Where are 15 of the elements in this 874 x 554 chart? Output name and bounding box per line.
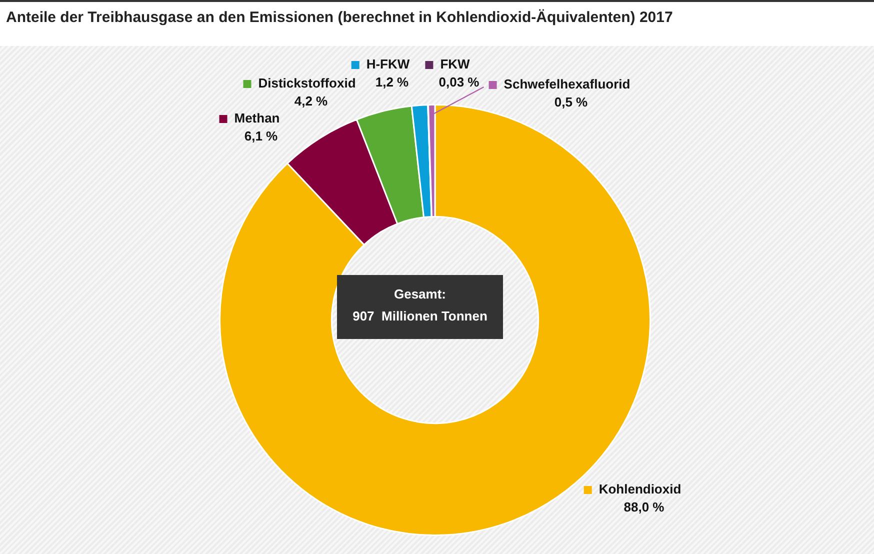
legend-label: H-FKW xyxy=(366,56,410,72)
legend-label: Schwefelhexafluorid xyxy=(504,76,630,92)
chart-title: Anteile der Treibhausgase an den Emissionen (berechnet in Kohlendioxid-Äquivalenten) 2017 xyxy=(6,9,673,26)
data-label: 88,0 % xyxy=(624,500,665,515)
data-label: 4,2 % xyxy=(294,94,328,109)
text: Gesamt: xyxy=(394,286,446,302)
data-label: 0,03 % xyxy=(438,74,480,90)
legend-label: Distickstoffoxid xyxy=(258,76,356,91)
data-label: 0,5 % xyxy=(554,94,588,110)
text: 907 Millionen Tonnen xyxy=(352,308,488,324)
legend-label: Methan xyxy=(234,110,280,126)
data-label: 1,2 % xyxy=(375,74,410,90)
legend-label: Kohlendioxid xyxy=(598,482,682,497)
data-label: 6,1 % xyxy=(244,128,278,144)
legend-label: FKW xyxy=(440,56,471,72)
